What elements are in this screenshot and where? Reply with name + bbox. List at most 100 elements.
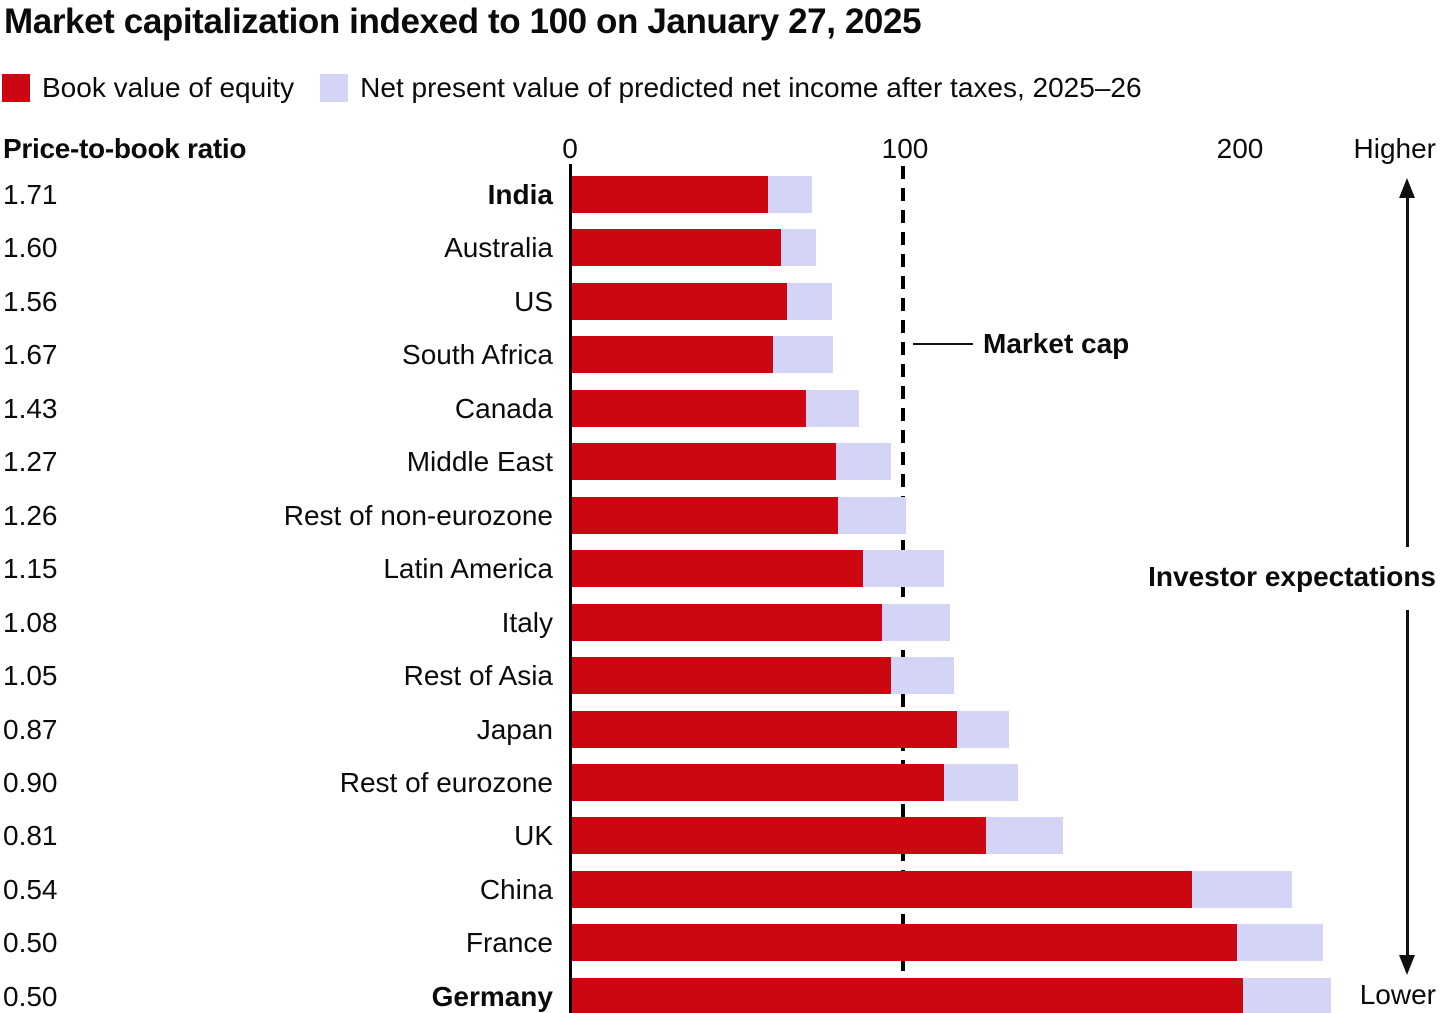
country-label: South Africa — [402, 339, 553, 371]
bar-row: 1.43 Canada — [0, 389, 1440, 427]
book-value-segment — [572, 443, 836, 481]
book-value-segment — [572, 870, 1193, 908]
bar-row: 1.26 Rest of non-eurozone — [0, 496, 1440, 534]
npv-segment — [944, 763, 1019, 801]
price-to-book-value: 0.87 — [3, 713, 58, 745]
stacked-bar — [572, 817, 1064, 855]
legend-label-npv: Net present value of predicted net incom… — [360, 72, 1142, 103]
npv-segment — [781, 229, 816, 267]
country-label: India — [487, 179, 553, 210]
stacked-bar — [572, 870, 1293, 908]
axis-higher-label: Higher — [1353, 133, 1436, 164]
price-to-book-value: 0.50 — [3, 980, 58, 1012]
arrow-up-head-icon — [1399, 178, 1415, 198]
country-label: Rest of non-eurozone — [283, 499, 553, 531]
stacked-bar — [572, 763, 1019, 801]
y-axis-line — [569, 164, 572, 1013]
country-label: Rest of eurozone — [339, 766, 553, 798]
book-value-segment — [572, 603, 883, 641]
country-label: France — [465, 927, 553, 959]
book-value-segment — [572, 763, 945, 801]
arrow-up-shaft — [1406, 192, 1409, 547]
stacked-bar — [572, 710, 1010, 748]
country-label: Japan — [476, 713, 553, 745]
book-value-segment — [572, 282, 787, 320]
npv-segment — [767, 176, 812, 213]
npv-segment — [835, 443, 891, 481]
price-to-book-value: 1.67 — [3, 339, 58, 371]
book-value-segment — [572, 389, 807, 427]
price-to-book-value: 1.26 — [3, 499, 58, 531]
stacked-bar — [572, 389, 860, 427]
stacked-bar — [572, 443, 891, 481]
country-label: US — [514, 285, 553, 317]
book-value-segment — [572, 550, 864, 588]
legend-swatch-book-value-icon — [2, 74, 30, 102]
npv-segment — [1243, 977, 1332, 1013]
price-to-book-header: Price-to-book ratio — [3, 133, 247, 164]
country-label: China — [479, 873, 553, 905]
price-to-book-value: 1.08 — [3, 606, 58, 638]
npv-segment — [882, 603, 951, 641]
stacked-bar — [572, 496, 906, 534]
country-label: Canada — [454, 392, 553, 424]
country-label: Rest of Asia — [403, 660, 553, 692]
book-value-segment — [572, 924, 1237, 962]
npv-segment — [863, 550, 945, 588]
market-cap-label: Market cap — [983, 328, 1130, 359]
stacked-bar — [572, 977, 1332, 1013]
book-value-segment — [572, 336, 773, 374]
country-label: Latin America — [383, 553, 553, 585]
stacked-bar — [572, 657, 955, 695]
bar-row: 0.81 UK — [0, 817, 1440, 855]
page-title: Market capitalization indexed to 100 on … — [4, 2, 922, 41]
price-to-book-value: 1.43 — [3, 392, 58, 424]
stacked-bar — [572, 176, 812, 213]
arrow-down-head-icon — [1399, 955, 1415, 975]
npv-segment — [1236, 924, 1323, 962]
price-to-book-value: 1.15 — [3, 553, 58, 585]
country-label: UK — [514, 820, 553, 852]
book-value-segment — [572, 176, 768, 213]
country-label: Italy — [501, 606, 553, 638]
price-to-book-value: 1.05 — [3, 660, 58, 692]
price-to-book-value: 1.27 — [3, 446, 58, 478]
book-value-segment — [572, 657, 891, 695]
npv-segment — [772, 336, 833, 374]
book-value-segment — [572, 710, 957, 748]
stacked-bar — [572, 924, 1323, 962]
country-label: Middle East — [406, 446, 553, 478]
arrow-down-shaft — [1406, 610, 1409, 961]
price-to-book-value: 1.71 — [3, 179, 58, 210]
lower-arrow-icon — [1399, 610, 1416, 975]
npv-segment — [985, 817, 1064, 855]
stacked-bar — [572, 229, 816, 267]
price-to-book-value: 0.50 — [3, 927, 58, 959]
book-value-segment — [572, 496, 838, 534]
bar-row: 1.67 South Africa — [0, 336, 1440, 374]
stacked-bar — [572, 550, 945, 588]
npv-segment — [786, 282, 832, 320]
investor-expectations-label: Investor expectations — [1148, 561, 1436, 592]
npv-segment — [837, 496, 906, 534]
bar-row: 1.05 Rest of Asia — [0, 657, 1440, 695]
book-value-segment — [572, 977, 1243, 1013]
market-cap-connector-line — [913, 343, 973, 345]
bar-row: 1.56 US — [0, 282, 1440, 320]
npv-segment — [890, 657, 955, 695]
npv-segment — [956, 710, 1010, 748]
npv-segment — [1192, 870, 1293, 908]
price-to-book-value: 0.90 — [3, 766, 58, 798]
price-to-book-value: 0.81 — [3, 820, 58, 852]
axis-lower-label: Lower — [1359, 979, 1436, 1010]
bar-row: 1.60 Australia — [0, 229, 1440, 267]
stacked-bar — [572, 282, 832, 320]
higher-arrow-icon — [1399, 178, 1416, 547]
price-to-book-value: 1.56 — [3, 285, 58, 317]
price-to-book-value: 0.54 — [3, 873, 58, 905]
bar-row: 1.08 Italy — [0, 603, 1440, 641]
country-label: Australia — [444, 232, 553, 264]
bar-row: 0.54 China — [0, 870, 1440, 908]
book-value-segment — [572, 817, 986, 855]
legend-swatch-npv-icon — [320, 74, 349, 102]
